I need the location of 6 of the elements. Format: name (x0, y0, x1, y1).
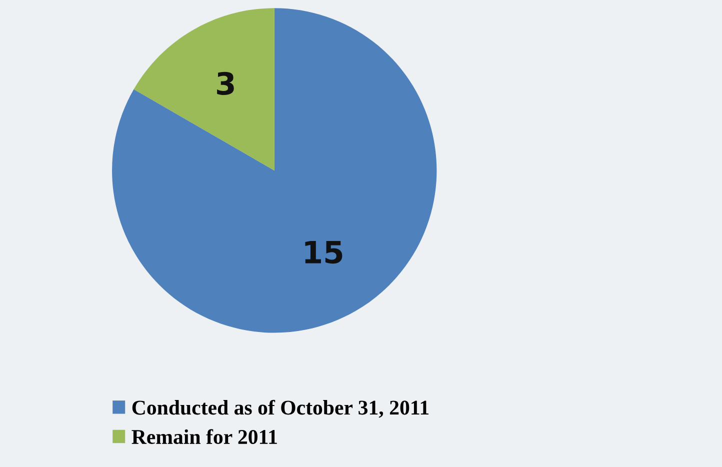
data-label: 3 (217, 72, 234, 95)
legend-label: Conducted as of October 31, 2011 (132, 400, 429, 418)
data-label: 15 (305, 240, 342, 264)
pie-slice (134, 8, 274, 170)
legend-label: Remain for 2011 (132, 429, 277, 444)
pie-slice (112, 8, 437, 333)
